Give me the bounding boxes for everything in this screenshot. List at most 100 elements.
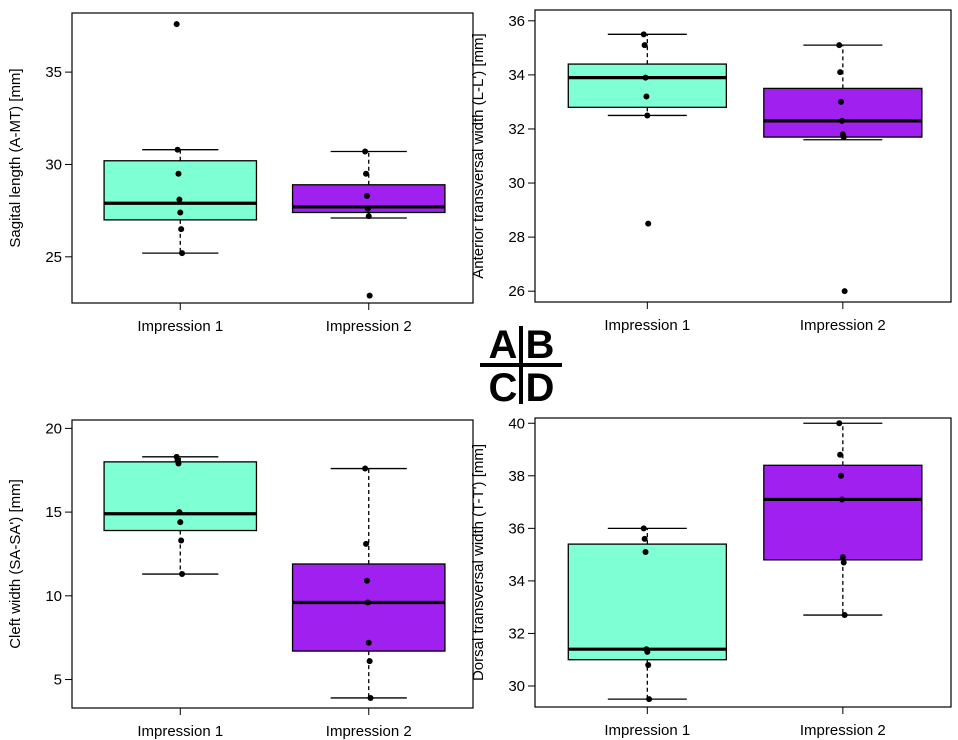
data-point: [178, 537, 185, 544]
data-point: [365, 213, 372, 220]
y-tick-label: 35: [45, 64, 62, 81]
panel-label-d: D: [526, 366, 555, 410]
data-point: [179, 571, 186, 578]
x-category-label: Impression 1: [137, 723, 223, 740]
data-point: [640, 525, 647, 532]
data-point: [836, 420, 843, 427]
x-category-label: Impression 2: [800, 317, 886, 334]
y-tick-label: 20: [45, 420, 62, 437]
data-point: [364, 205, 371, 212]
box-impression-2: [291, 465, 446, 701]
chart-panel-b: 26 28 30 32 34 36 Anterior transversal width (…: [470, 9, 952, 334]
y-tick-label: 40: [508, 415, 525, 432]
y-tick-label: 36: [508, 13, 525, 30]
y-tick-label: 34: [508, 67, 525, 84]
data-point: [838, 117, 845, 124]
box-impression-2: [291, 148, 446, 299]
data-point: [641, 535, 648, 542]
data-point: [362, 465, 369, 472]
y-tick-label: 28: [508, 229, 525, 246]
box-impression-1: [567, 31, 728, 227]
data-point: [837, 451, 844, 458]
data-point: [841, 288, 848, 295]
plot-frame: [534, 9, 952, 303]
x-category-label: Impression 2: [326, 723, 412, 740]
y-tick-label: 15: [45, 504, 62, 521]
y-tick-label: 38: [508, 468, 525, 485]
data-point: [363, 170, 370, 177]
panel-label-badge: A B C D: [480, 323, 562, 410]
iqr-box: [763, 87, 923, 138]
x-category-label: Impression 1: [137, 318, 223, 335]
y-tick-label: 5: [54, 672, 62, 689]
panel-label-c: C: [489, 366, 518, 410]
data-point: [644, 648, 651, 655]
data-point: [645, 220, 652, 227]
data-point: [175, 170, 182, 177]
chart-panel-d: 30 32 34 36 38 40 Dorsal transversal width (T-…: [470, 415, 952, 739]
y-tick-label: 30: [45, 156, 62, 173]
data-point: [363, 192, 370, 199]
data-point: [174, 146, 181, 153]
data-point: [176, 509, 183, 516]
data-point: [646, 696, 653, 703]
plot-frame: [71, 419, 474, 709]
data-point: [840, 559, 847, 566]
data-point: [178, 226, 185, 233]
panel-label-b: B: [526, 323, 555, 367]
data-point: [642, 74, 649, 81]
data-point: [836, 42, 843, 49]
panel-label-a: A: [489, 323, 518, 367]
data-point: [641, 42, 648, 49]
chart-panel-c: 5 10 15 20 Cleft width (SA-SA') [mm] Impressi…: [7, 419, 474, 740]
chart-panel-a: 25 30 35 Sagital length (A-MT) [mm] Impressi…: [7, 12, 474, 335]
plot-frame: [534, 417, 952, 708]
y-tick-label: 30: [508, 678, 525, 695]
iqr-box: [763, 464, 923, 561]
y-tick-label: 10: [45, 588, 62, 605]
y-tick-label: 26: [508, 283, 525, 300]
y-axis-label: Cleft width (SA-SA') [mm]: [7, 479, 24, 649]
y-tick-label: 34: [508, 573, 525, 590]
box-impression-1: [103, 453, 258, 578]
data-point: [177, 519, 184, 526]
plot-frame: [71, 12, 474, 304]
y-axis-label: Anterior transversal width (L-L') [mm]: [470, 33, 487, 278]
data-point: [176, 196, 183, 203]
data-point: [366, 658, 373, 665]
data-point: [645, 661, 652, 668]
box-impression-1: [103, 21, 258, 257]
data-point: [839, 554, 846, 561]
iqr-box: [567, 63, 728, 108]
data-point: [366, 292, 373, 299]
data-point: [177, 209, 184, 216]
data-point: [179, 250, 186, 257]
data-point: [640, 31, 647, 38]
box-impression-1: [567, 525, 728, 703]
x-category-label: Impression 2: [326, 318, 412, 335]
box-impression-2: [763, 42, 923, 295]
y-tick-label: 32: [508, 625, 525, 642]
iqr-box: [291, 563, 446, 652]
data-point: [642, 548, 649, 555]
data-point: [364, 599, 371, 606]
data-point: [838, 472, 845, 479]
data-point: [644, 112, 651, 119]
iqr-box: [567, 543, 728, 661]
data-point: [363, 577, 370, 584]
data-point: [643, 93, 650, 100]
data-point: [173, 21, 180, 28]
data-point: [838, 98, 845, 105]
y-tick-label: 36: [508, 520, 525, 537]
x-category-label: Impression 1: [604, 317, 690, 334]
data-point: [367, 694, 374, 701]
data-point: [362, 148, 369, 155]
x-category-label: Impression 2: [800, 722, 886, 739]
data-point: [838, 496, 845, 503]
y-axis-label: Dorsal transversal width (T-T') [mm]: [470, 444, 487, 681]
data-point: [175, 460, 182, 467]
x-category-label: Impression 1: [604, 722, 690, 739]
data-point: [837, 69, 844, 76]
y-tick-label: 25: [45, 249, 62, 266]
